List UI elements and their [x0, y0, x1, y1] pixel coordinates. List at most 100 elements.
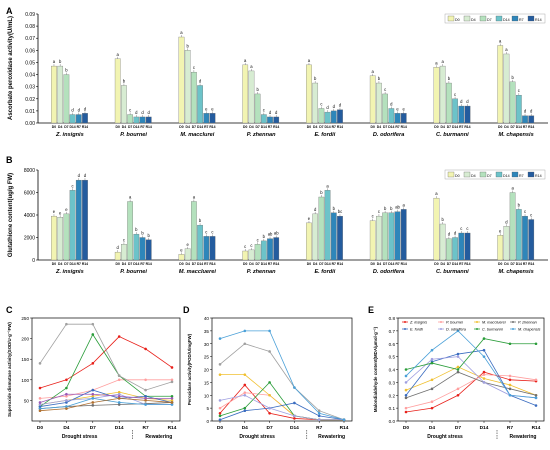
x-tick-label: D0 [371, 262, 375, 266]
data-point [342, 418, 346, 422]
significance-letter: d [275, 110, 278, 115]
bar [337, 215, 343, 261]
significance-letter: b [187, 43, 190, 48]
legend-label: D0 [455, 18, 460, 22]
significance-letter: c [250, 243, 252, 248]
data-point [404, 381, 408, 384]
bar [203, 113, 210, 124]
data-point [456, 352, 460, 356]
x-tick-label: R14 [273, 125, 279, 129]
significance-letter: b [199, 218, 202, 223]
significance-letter: d [466, 99, 469, 104]
x-tick-label: D0 [52, 125, 56, 129]
significance-letter: b [378, 76, 381, 81]
data-point [404, 393, 408, 397]
significance-letter: d [314, 207, 317, 212]
series-line [219, 394, 344, 421]
x-tick-label: D7 [128, 262, 132, 266]
data-point [482, 370, 486, 374]
x-tick-label: D4 [122, 125, 126, 129]
data-point [404, 396, 408, 400]
data-point [91, 392, 95, 396]
data-point [38, 362, 42, 365]
bar [57, 217, 64, 261]
data-point [456, 393, 460, 397]
x-tick-label: D14 [324, 262, 330, 266]
bar [133, 233, 140, 261]
y-axis-label: Peroxidase activity(POD/U/mgFW) [187, 333, 192, 405]
bar [267, 238, 273, 261]
y-tick-label: 250 [21, 316, 29, 321]
data-point [430, 357, 434, 361]
data-point [117, 378, 121, 382]
x-tick-label: D7 [510, 262, 514, 266]
significance-letter: e [403, 106, 406, 111]
significance-letter: ab [268, 232, 273, 237]
x-tick-label: D7 [319, 262, 323, 266]
data-point [482, 377, 486, 380]
significance-letter: b [448, 76, 451, 81]
panel-label: D [183, 305, 190, 315]
data-point [268, 393, 271, 397]
data-point [91, 388, 95, 392]
bar [69, 190, 76, 261]
significance-letter: b [141, 231, 144, 236]
stage-label: Drought stress [239, 434, 275, 440]
data-point [534, 378, 538, 382]
bar [191, 201, 197, 261]
y-tick-label: 0.1 [389, 406, 396, 411]
data-point [218, 399, 222, 402]
y-axis-label: Malondialdehyde content(MDA/μmol·g⁻¹) [373, 326, 378, 412]
y-tick-label: 0.6 [389, 342, 396, 347]
data-point [317, 418, 321, 422]
bar [184, 50, 191, 124]
x-tick-label: D14 [197, 262, 203, 266]
x-tick-label: D0 [243, 125, 247, 129]
data-point [218, 337, 222, 340]
bar [394, 211, 401, 261]
legend-marker [404, 321, 406, 323]
bar [515, 94, 522, 124]
legend-label: P. bournei [446, 321, 463, 325]
bar [133, 116, 140, 124]
bar [324, 111, 331, 124]
significance-letter: d [141, 110, 144, 115]
series-line [405, 366, 537, 396]
significance-letter: d [199, 78, 202, 83]
legend-label: D. odorifera [446, 328, 466, 332]
x-tick-label: D7 [455, 425, 461, 431]
data-point [170, 403, 174, 406]
significance-letter: a [53, 59, 56, 64]
x-tick-label: D14 [133, 125, 139, 129]
x-tick-label: R14 [340, 425, 349, 431]
data-point [456, 365, 460, 369]
data-point [218, 418, 222, 422]
data-point [38, 401, 42, 404]
y-tick-label: 50 [24, 398, 30, 403]
bar [400, 209, 407, 261]
legend-label: D7 [487, 174, 492, 178]
group-label: E. fordii [314, 132, 335, 138]
x-tick-label: R14 [464, 262, 470, 266]
data-point [268, 381, 271, 384]
y-tick-label: 5 [206, 406, 209, 411]
significance-letter: a [193, 195, 196, 200]
significance-letter: b [442, 217, 445, 222]
data-point [144, 399, 147, 402]
bar [376, 215, 382, 261]
series-line [405, 349, 537, 406]
group-label: E. fordii [314, 269, 335, 275]
y-tick-label: 0.3 [389, 380, 396, 385]
y-tick-label: 0.4 [389, 368, 396, 373]
x-tick-label: R7 [77, 262, 81, 266]
bar [312, 213, 319, 261]
legend-label: C. burmanni [482, 328, 503, 332]
significance-letter: d [84, 173, 87, 178]
legend-label: Z. insignis [409, 321, 427, 325]
group-label: M. chapensis [499, 132, 534, 138]
legend-label: E. fordii [410, 328, 423, 332]
significance-letter: e [53, 209, 56, 214]
bar [330, 110, 337, 124]
bar [63, 74, 70, 124]
line-panel-c: C 50 100 150 200 250 Superoxide dismutase acti… [6, 305, 181, 440]
